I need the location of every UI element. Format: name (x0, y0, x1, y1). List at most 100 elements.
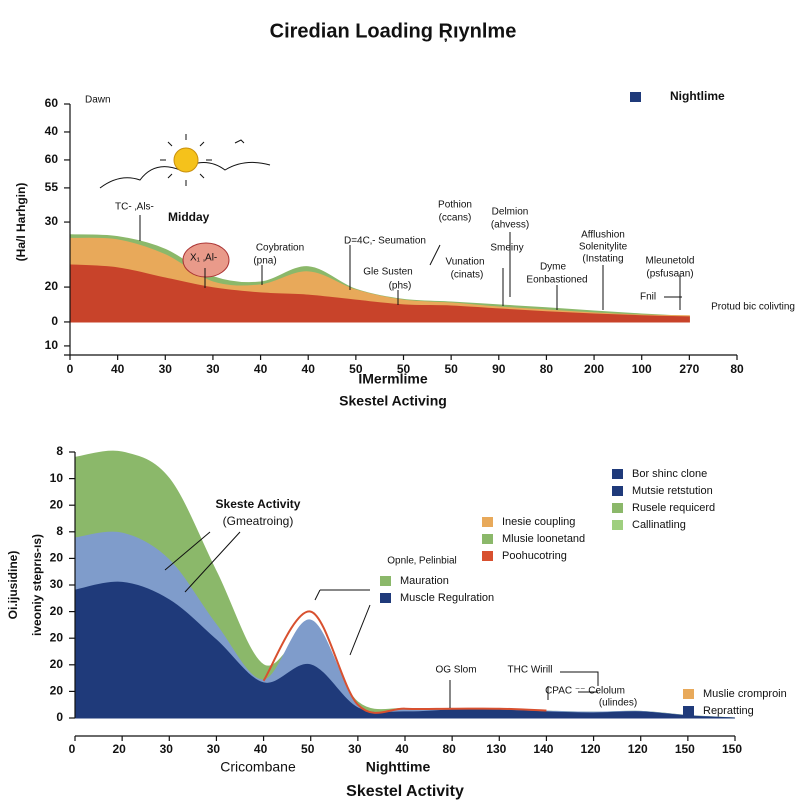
axis (74, 452, 735, 737)
annotation: CPAC ⁻⁻ Celolum (545, 686, 625, 697)
x-tick-label: 40 (111, 362, 125, 376)
annotation: Protud bic colivting (711, 302, 795, 313)
legend-label: Muslie cromproin (703, 688, 787, 700)
x-tick-label: 50 (349, 362, 363, 376)
y-tick-label: 0 (56, 710, 63, 724)
annotation: D=4C‚- Seumation (344, 236, 426, 247)
x-label: Nighttime (366, 759, 431, 775)
y-tick-label: 30 (45, 214, 59, 228)
y-label: Oi.ijusidine) (6, 551, 20, 620)
x-label: Cricombane (220, 759, 296, 775)
axis (64, 104, 737, 356)
annotation: Smeiny (490, 243, 523, 254)
x-tick-label: 30 (348, 742, 362, 756)
series-area (74, 581, 736, 719)
x-tick-label: 30 (160, 742, 174, 756)
x-tick-label: 150 (722, 742, 742, 756)
legend-label: Nightlime (670, 89, 725, 103)
x-tick-label: 200 (584, 362, 604, 376)
x-tick-label: 90 (492, 362, 506, 376)
annotation: Pothion (438, 200, 472, 211)
annotation: OG Slom (435, 665, 476, 676)
annotation: (ccans) (439, 213, 472, 224)
legend-label: Mauration (400, 575, 449, 587)
y-tick-label: 20 (45, 279, 59, 293)
legend-label: Muscle Regulration (400, 592, 494, 604)
annotation: Gle Susten (363, 267, 412, 278)
x-tick-label: 270 (679, 362, 699, 376)
annotation: (Gmeatroing) (223, 514, 294, 528)
x-tick-label: 0 (67, 362, 74, 376)
x-tick-label: 40 (302, 362, 316, 376)
x-label: IMermlime (358, 371, 427, 387)
y-tick-label: 20 (50, 551, 64, 565)
y-tick-label: 60 (45, 96, 59, 110)
x-tick-label: 30 (206, 362, 220, 376)
y-label: iveoniy steprıs-ıs) (30, 534, 44, 636)
x-tick-label: 40 (254, 742, 268, 756)
series-line (262, 610, 547, 714)
y-tick-label: 8 (56, 524, 63, 538)
legend-swatch (380, 593, 391, 603)
arrows (139, 215, 682, 708)
annotation: Eonbastioned (526, 275, 587, 286)
annotation: (ulindes) (599, 698, 637, 709)
x-tick-label: 50 (397, 362, 411, 376)
annotation: Afflushion (581, 230, 625, 241)
annotation: (Instating (582, 254, 623, 265)
legend-swatch (630, 92, 641, 102)
series-area (69, 264, 690, 323)
x-tick-label: 50 (444, 362, 458, 376)
x-tick-label: 100 (632, 362, 652, 376)
y-tick-label: 0 (51, 314, 58, 328)
x-tick-label: 140 (533, 742, 553, 756)
annotation: THC Wirill (508, 665, 553, 676)
x-label: Skestel Activity (346, 783, 464, 800)
annotation: Coybration (256, 243, 304, 254)
legend-swatch (612, 520, 623, 530)
y-tick-label: 55 (45, 180, 59, 194)
y-tick-label: 8 (56, 444, 63, 458)
annotation: (cinats) (451, 270, 484, 281)
annotation: Mleunetold (646, 256, 695, 267)
legend-label: Inesie coupling (502, 516, 575, 528)
sun (99, 134, 271, 278)
annotation: Fnil (640, 292, 656, 303)
annotation: Skeste Activity (216, 497, 301, 511)
x-label: Skestel Activing (339, 393, 447, 409)
x-tick-label: 40 (254, 362, 268, 376)
legend-label: Bor shinc clone (632, 468, 707, 480)
y-tick-label: 60 (45, 152, 59, 166)
annotation: Vunation (445, 257, 484, 268)
title: Ciredian Loading Ŗıynlme (270, 20, 517, 42)
x-tick-label: 80 (442, 742, 456, 756)
x-tick-label: 150 (675, 742, 695, 756)
y-tick-label: 40 (45, 124, 59, 138)
x-tick-label: 80 (540, 362, 554, 376)
y-tick-label: 20 (50, 497, 64, 511)
legend-label: Repratting (703, 705, 754, 717)
legend-label: Rusele requicerd (632, 502, 715, 514)
y-tick-label: 20 (50, 604, 64, 618)
x-tick-label: 120 (581, 742, 601, 756)
legend-swatch (380, 576, 391, 586)
annotation: X₁ ‚Al- (190, 253, 217, 264)
legend-label: Callinatling (632, 519, 686, 531)
legend-label: Mutsie retstution (632, 485, 713, 497)
legend-swatch (683, 706, 694, 716)
annotation: (pna) (253, 256, 276, 267)
legend-swatch (612, 503, 623, 513)
y-tick-label: 30 (50, 577, 64, 591)
annotation: Solenitylite (579, 242, 628, 253)
legend-label: Poohucotring (502, 550, 567, 562)
x-tick-label: 30 (207, 742, 221, 756)
x-tick-label: 0 (69, 742, 76, 756)
y-tick-label: 10 (50, 471, 64, 485)
x-tick-label: 20 (112, 742, 126, 756)
x-tick-label: 120 (628, 742, 648, 756)
x-tick-label: 30 (159, 362, 173, 376)
legend-swatch (612, 469, 623, 479)
legend-swatch (482, 551, 493, 561)
